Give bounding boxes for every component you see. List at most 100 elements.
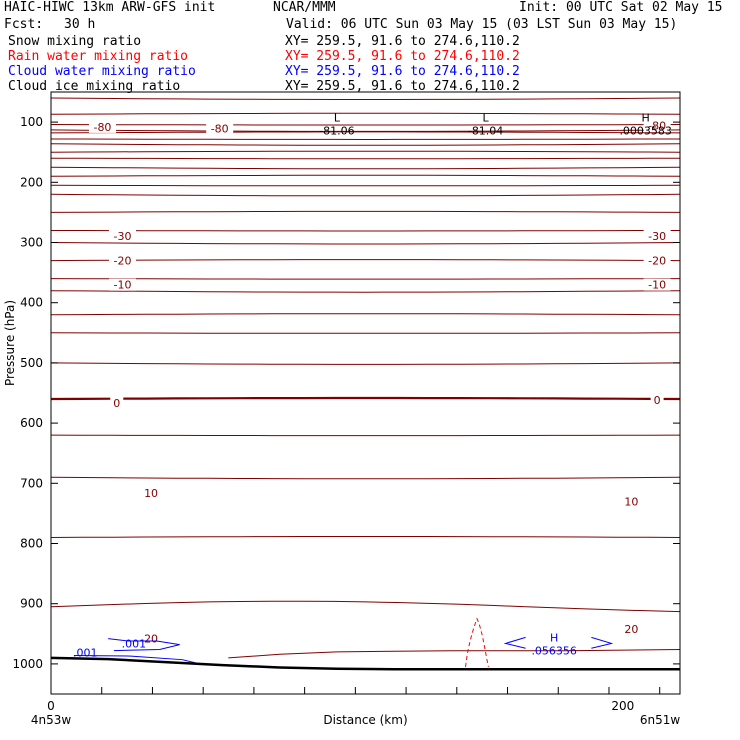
isotherm-line	[50, 259, 681, 262]
cloud-water-contours	[73, 636, 614, 665]
y-tick-label: 100	[20, 115, 43, 129]
isotherm-label-bg	[643, 229, 671, 242]
isotherm-label: -80	[648, 120, 666, 133]
terrain-line	[50, 656, 680, 671]
left-endpoint-label: 4n53w	[31, 713, 72, 727]
field-snow: Snow mixing ratio	[8, 34, 142, 49]
isotherm-label: -10	[113, 279, 131, 292]
y-tick-label: 400	[20, 296, 43, 310]
isotherm-label-bg	[141, 486, 162, 499]
isotherm-line	[50, 332, 681, 334]
isotherm-label: -20	[648, 255, 666, 268]
field-cloudice-xy: XY= 259.5, 91.6 to 274.6,110.2	[285, 79, 520, 94]
cloud-water-label: .001	[122, 638, 147, 651]
isotherm-line	[50, 193, 681, 197]
cloud-water-contour	[73, 654, 200, 665]
field-cloudwater: Cloud water mixing ratio	[8, 64, 196, 79]
y-tick-label: 900	[20, 597, 43, 611]
isotherm-line	[50, 476, 681, 480]
org-label: NCAR/MMM	[273, 0, 336, 15]
cloud-water-contour	[503, 636, 526, 649]
isotherm-lines	[50, 97, 681, 659]
isotherm-label-bg	[621, 622, 642, 635]
isotherm-label: -80	[93, 121, 111, 134]
extremum-value: -81.04	[468, 125, 503, 138]
y-tick-label: 1000	[12, 657, 43, 671]
isotherm-line	[50, 112, 681, 115]
isotherm-label: 10	[624, 495, 638, 508]
fcst-value: 30 h	[64, 17, 96, 32]
isotherm-label: -10	[648, 279, 666, 292]
extremum-value: .056356	[531, 645, 577, 658]
isotherm-line	[50, 129, 681, 132]
cloud-water-label: .001	[73, 647, 98, 660]
y-tick-label: 500	[20, 356, 43, 370]
cloud-water-contour	[108, 638, 180, 652]
isotherm-line	[50, 396, 681, 401]
fcst-label: Fcst:	[4, 17, 44, 32]
isotherm-label-bg	[650, 394, 664, 407]
extremum-marker: L	[334, 112, 341, 125]
y-tick-label: 300	[20, 236, 43, 250]
rain-water-contour	[465, 617, 489, 668]
isotherm-line	[51, 230, 680, 232]
field-snow-xy: XY= 259.5, 91.6 to 274.6,110.2	[285, 34, 520, 49]
isotherm-line	[50, 131, 681, 134]
valid-time: Valid: 06 UTC Sun 03 May 15 (03 LST Sun …	[286, 17, 678, 32]
field-rain: Rain water mixing ratio	[8, 49, 189, 64]
isotherm-line	[50, 278, 681, 280]
isotherm-line	[50, 313, 681, 316]
isotherm-line	[50, 434, 681, 437]
isotherm-line	[50, 143, 681, 146]
isotherm-label-bg	[108, 254, 136, 267]
isotherm-line	[50, 124, 681, 126]
cloud-water-contour	[591, 636, 614, 649]
isotherm-line	[50, 600, 681, 613]
isotherm-line	[50, 174, 681, 177]
y-tick-label: 200	[20, 175, 43, 189]
extremum-value: -81.06	[319, 125, 354, 138]
isotherm-label: -80	[211, 123, 229, 136]
isotherm-label-bg	[643, 278, 671, 291]
isotherm-label: 0	[113, 397, 120, 410]
y-axis-title: Pressure (hPa)	[3, 300, 17, 386]
isotherm-label: 10	[144, 487, 158, 500]
x-tick-label: 0	[47, 699, 55, 713]
isotherm-label-bg	[108, 278, 136, 291]
y-tick-label: 800	[20, 537, 43, 551]
isotherm-line	[50, 184, 681, 187]
y-tick-label: 600	[20, 416, 43, 430]
isotherm-label-bg	[110, 397, 124, 410]
field-cloudice: Cloud ice mixing ratio	[8, 79, 181, 94]
isotherm-label: -30	[648, 230, 666, 243]
isotherm-line	[50, 290, 681, 293]
isotherm-label: 0	[654, 394, 661, 407]
isotherm-line	[50, 210, 681, 213]
isotherm-line	[51, 138, 680, 141]
isotherm-line	[50, 97, 681, 100]
isotherm-label-bg	[643, 254, 671, 267]
extremum-marker: L	[483, 112, 490, 125]
isotherm-line	[50, 166, 681, 170]
isotherm-line	[50, 242, 681, 245]
x-tick-label: 200	[611, 699, 634, 713]
isotherm-label-bg	[206, 122, 234, 135]
isotherm-line	[50, 150, 681, 153]
isotherm-label-bg	[141, 632, 162, 645]
isotherm-label-bg	[621, 495, 642, 508]
isotherm-label: 20	[144, 633, 158, 646]
isotherm-label: 20	[624, 623, 638, 636]
isotherm-label-bg	[88, 120, 116, 133]
isotherm-label: -30	[113, 230, 131, 243]
field-rain-xy: XY= 259.5, 91.6 to 274.6,110.2	[285, 49, 520, 64]
y-tick-label: 700	[20, 476, 43, 490]
isotherm-line	[50, 362, 681, 365]
isotherm-line	[50, 157, 681, 160]
extremum-value: .0003583	[619, 125, 672, 138]
isotherm-line	[228, 649, 681, 659]
plot-frame	[50, 91, 681, 695]
isotherm-label-bg	[108, 229, 136, 242]
isotherm-line	[50, 536, 681, 538]
init-time: Init: 00 UTC Sat 02 May 15	[519, 0, 723, 15]
right-endpoint-label: 6n51w	[640, 713, 681, 727]
